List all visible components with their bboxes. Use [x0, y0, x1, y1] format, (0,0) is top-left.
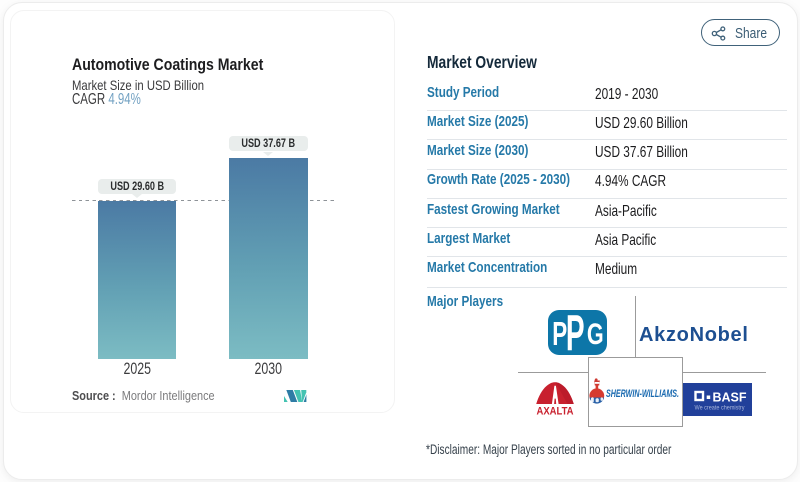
- svg-text:We create chemistry: We create chemistry: [695, 405, 746, 412]
- svg-text:BASF: BASF: [713, 390, 747, 404]
- svg-text:G: G: [587, 316, 604, 350]
- svg-text:P: P: [552, 314, 567, 351]
- svg-text:P: P: [566, 310, 585, 355]
- svg-text:SHERWIN-WILLIAMS.: SHERWIN-WILLIAMS.: [606, 388, 679, 400]
- svg-text:AXALTA: AXALTA: [537, 405, 574, 415]
